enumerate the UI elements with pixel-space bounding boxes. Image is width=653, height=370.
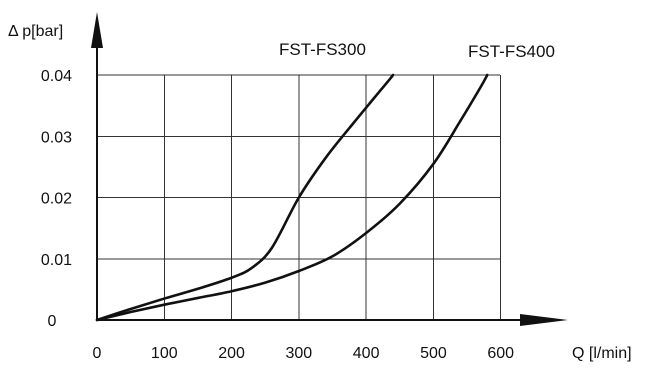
- x-tick-label: 600: [487, 345, 514, 362]
- x-tick-label: 100: [151, 345, 178, 362]
- x-tick-label: 400: [353, 345, 380, 362]
- y-tick-label: 0.04: [41, 68, 72, 85]
- series-label-fst-fs300: FST-FS300: [279, 40, 366, 59]
- x-tick-label: 300: [286, 345, 313, 362]
- chart-labels: Δ p[bar] Q [l/min] FST-FS300 FST-FS400: [8, 23, 632, 362]
- y-tick-label: 0.01: [41, 252, 72, 269]
- x-tick-label: 500: [420, 345, 447, 362]
- x-tick-label: 0: [93, 345, 102, 362]
- tick-labels: 0 0.01 0.02 0.03 0.04 0 100 200 300 400 500 600: [41, 68, 514, 362]
- x-tick-label: 200: [218, 345, 245, 362]
- x-axis-arrow: [520, 314, 568, 326]
- y-axis-arrow: [91, 12, 103, 48]
- x-axis-label: Q [l/min]: [572, 345, 632, 362]
- y-tick-label: 0.03: [41, 129, 72, 146]
- y-tick-label: 0: [48, 313, 57, 330]
- series-label-fst-fs400: FST-FS400: [468, 42, 555, 61]
- y-tick-label: 0.02: [41, 191, 72, 208]
- y-axis-label: Δ p[bar]: [8, 23, 63, 40]
